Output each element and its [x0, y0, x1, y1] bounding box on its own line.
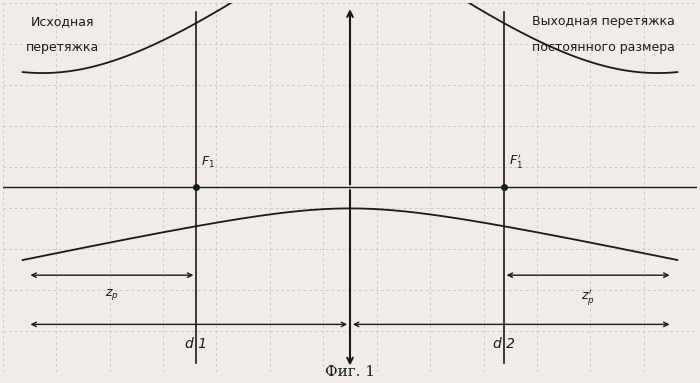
Text: Выходная перетяжка: Выходная перетяжка	[531, 15, 674, 28]
Text: $F_1$: $F_1$	[201, 155, 215, 170]
Text: d 2: d 2	[493, 337, 514, 351]
Text: $F_1^{\prime}$: $F_1^{\prime}$	[509, 152, 523, 170]
Text: постоянного размера: постоянного размера	[531, 41, 674, 54]
Text: перетяжка: перетяжка	[26, 41, 99, 54]
Text: Исходная: Исходная	[31, 15, 94, 28]
Text: d 1: d 1	[186, 337, 207, 351]
Text: $z^{\prime}_p$: $z^{\prime}_p$	[581, 288, 595, 308]
Text: Фиг. 1: Фиг. 1	[325, 365, 375, 379]
Text: $z_p$: $z_p$	[105, 288, 119, 303]
